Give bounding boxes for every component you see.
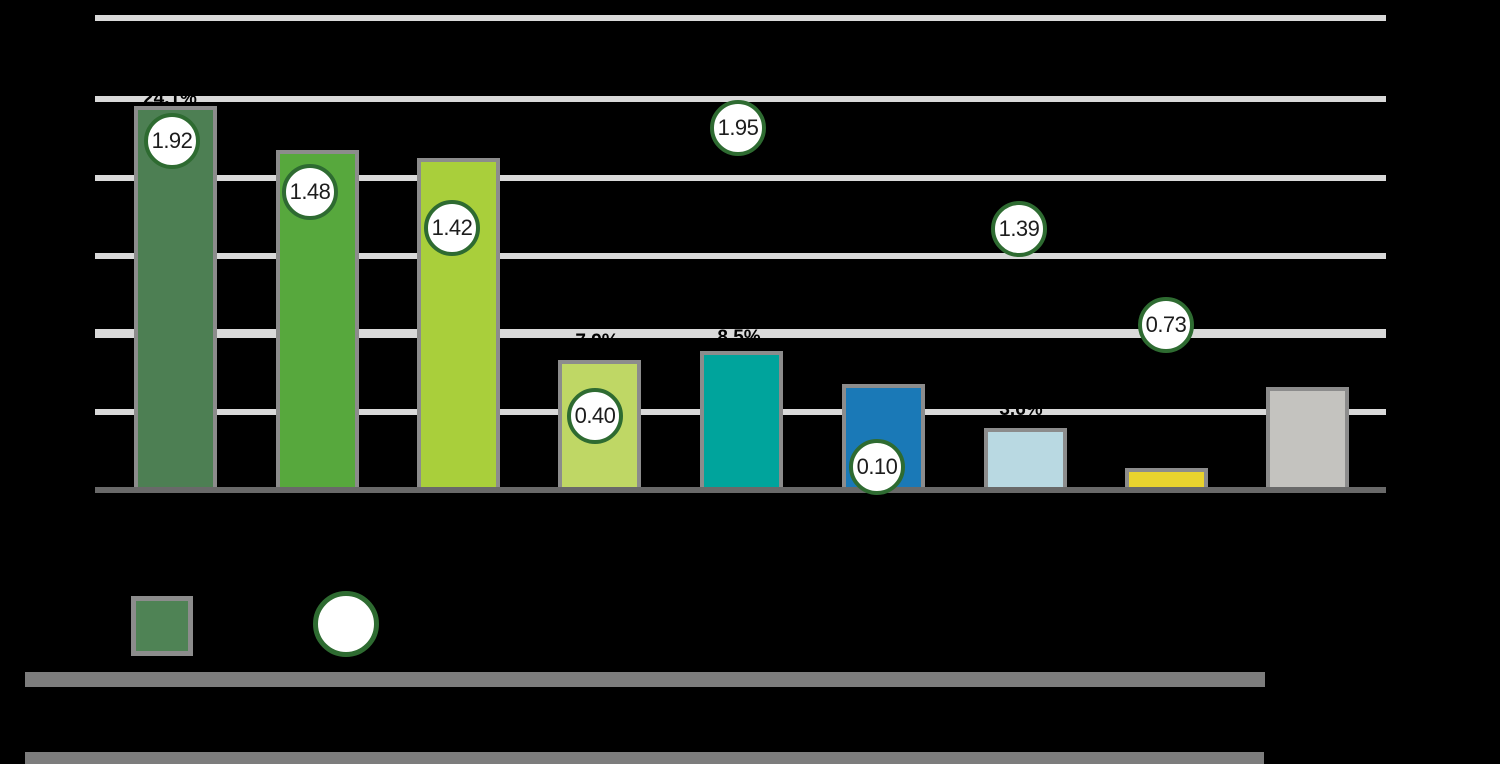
marker-circle-2: 1.48 xyxy=(282,164,338,220)
marker-value: 1.39 xyxy=(998,216,1040,241)
bar-label-5: 8.5% xyxy=(717,327,761,348)
bar-column-9 xyxy=(1266,387,1349,488)
bar-column-7 xyxy=(984,428,1067,488)
marker-value: 0.73 xyxy=(1145,312,1187,337)
bottom-divider xyxy=(25,752,1264,764)
bar-column-1 xyxy=(134,106,217,488)
marker-value: 1.42 xyxy=(431,215,473,240)
marker-circle-1: 1.92 xyxy=(144,113,200,169)
gridline-10pct xyxy=(95,329,1386,338)
x-axis-line xyxy=(95,487,1386,493)
marker-value: 1.92 xyxy=(151,128,193,153)
marker-value: 1.95 xyxy=(717,115,759,140)
marker-circle-6: 0.10 xyxy=(849,439,905,495)
marker-circle-7: 1.39 xyxy=(991,201,1047,257)
marker-circle-5: 1.95 xyxy=(710,100,766,156)
gridline-15pct xyxy=(95,253,1386,259)
marker-value: 1.48 xyxy=(289,179,331,204)
marker-circle-8: 0.73 xyxy=(1138,297,1194,353)
footer-divider xyxy=(25,672,1265,687)
bar-label-7: 3.6% xyxy=(999,399,1043,420)
bar-label-1: 24.1% xyxy=(143,88,197,109)
gridline-20pct xyxy=(95,175,1386,181)
marker-value: 0.40 xyxy=(574,403,616,428)
gridline-30pct xyxy=(95,15,1386,21)
legend-bar-swatch xyxy=(131,596,193,656)
gridline-25pct xyxy=(95,96,1386,102)
bar-column-5 xyxy=(700,351,783,488)
marker-circle-4: 0.40 xyxy=(567,388,623,444)
marker-value: 0.10 xyxy=(856,454,898,479)
legend-marker-swatch xyxy=(313,591,379,657)
bar-column-8 xyxy=(1125,468,1208,488)
marker-circle-3: 1.42 xyxy=(424,200,480,256)
bar-label-4: 7.9% xyxy=(575,331,619,352)
